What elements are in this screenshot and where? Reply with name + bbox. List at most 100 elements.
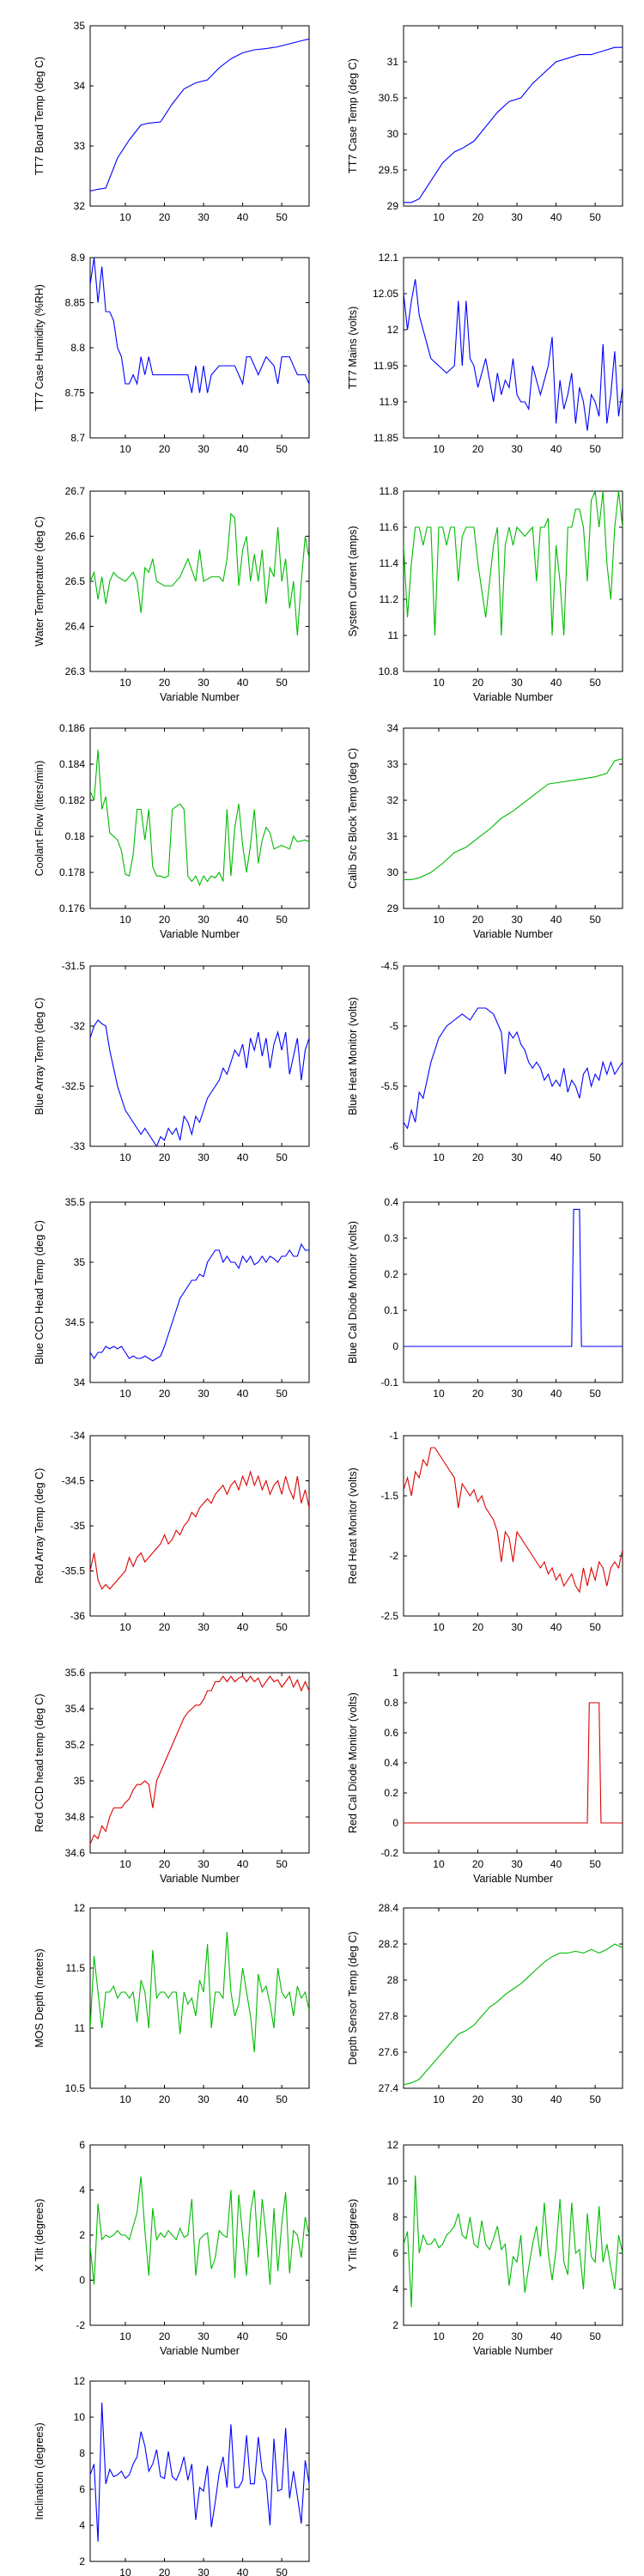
chart-panel-6: 10 20 30 40 50 0.176 0.178 0.18 0.182 0.184 0.186 V… [33, 722, 310, 940]
y-tick-label: 0.4 [384, 1757, 398, 1769]
plot-frame [89, 257, 310, 439]
y-tick-label: 0.184 [59, 758, 85, 770]
chart-panel-9: 10 20 30 40 50 -6 -5.5 -5 -4.5 Blue Heat Monitor … [347, 960, 623, 1163]
x-tick-label: 30 [511, 1621, 523, 1633]
y-tick-label: 10 [387, 2175, 399, 2187]
x-axis-label: Variable Number [473, 1873, 553, 1885]
plot-frame [403, 2144, 623, 2326]
plot-frame [403, 25, 623, 207]
y-tick-label: 29.5 [379, 164, 399, 176]
x-tick-label: 20 [472, 1151, 484, 1163]
series-line [90, 1242, 309, 1362]
chart-panel-18: 10 20 30 40 50 -2 0 2 4 6 Variable Number X Tilt (d… [33, 2139, 310, 2357]
y-axis-label: Water Temperature (deg C) [33, 516, 46, 646]
y-tick-label: 0.186 [59, 722, 85, 734]
y-axis-label: Red CCD head temp (deg C) [33, 1693, 46, 1832]
y-tick-label: 8.9 [70, 252, 85, 264]
y-tick-label: 35 [74, 1256, 86, 1268]
y-tick-label: 0.6 [384, 1727, 398, 1739]
y-tick-label: 10 [74, 2411, 86, 2423]
y-tick-label: 0.1 [384, 1304, 398, 1316]
y-tick-label: 34 [387, 722, 399, 734]
y-tick-label: 12 [74, 1902, 86, 1914]
y-tick-label: 26.4 [65, 621, 86, 633]
y-tick-label: 8 [392, 2211, 398, 2223]
y-tick-label: 10.5 [65, 2082, 86, 2094]
x-tick-label: 10 [433, 1388, 445, 1400]
y-tick-label: 34.8 [65, 1811, 86, 1823]
series-line [90, 2176, 309, 2285]
plot-frame [89, 2380, 310, 2562]
y-tick-label: 34 [74, 80, 86, 92]
x-tick-label: 50 [589, 914, 601, 926]
y-tick-label: -35.5 [62, 1565, 86, 1577]
y-tick-label: 35.6 [65, 1667, 86, 1679]
x-tick-label: 10 [433, 2093, 445, 2105]
y-tick-label: 0.8 [384, 1697, 398, 1709]
x-tick-label: 20 [159, 914, 171, 926]
y-tick-label: 1 [392, 1667, 398, 1679]
y-tick-label: 4 [79, 2184, 85, 2196]
x-tick-label: 10 [119, 2093, 131, 2105]
x-tick-label: 30 [197, 2093, 210, 2105]
x-tick-label: 10 [119, 1621, 131, 1633]
y-tick-label: 6 [79, 2139, 85, 2151]
x-tick-label: 40 [550, 1621, 562, 1633]
y-tick-label: 6 [392, 2247, 398, 2259]
chart-panel-1: 10 20 30 40 50 29 29.5 30 30.5 31 TT7 Case Temp (d… [347, 25, 623, 223]
y-tick-label: -35 [70, 1520, 86, 1532]
y-tick-label: 30 [387, 866, 399, 878]
y-tick-label: 0.4 [384, 1196, 398, 1208]
x-tick-label: 30 [197, 1621, 210, 1633]
y-axis-label: TT7 Case Humidity (%RH) [33, 284, 46, 411]
x-axis-label: Variable Number [160, 1873, 240, 1885]
x-tick-label: 20 [159, 2330, 171, 2342]
x-tick-label: 50 [589, 2093, 601, 2105]
x-tick-label: 30 [197, 914, 210, 926]
series-line [404, 1447, 623, 1594]
series-line [404, 1702, 623, 1824]
x-tick-label: 40 [237, 914, 249, 926]
y-tick-label: 10.8 [379, 665, 399, 677]
y-axis-label: Blue Heat Monitor (volts) [347, 997, 359, 1115]
plot-frame [89, 1435, 310, 1617]
chart-panel-0: 10 20 30 40 50 32 33 34 35 TT7 Board Temp (deg C) [33, 20, 310, 223]
x-tick-label: 10 [119, 1858, 131, 1870]
x-tick-label: 10 [119, 2330, 131, 2342]
y-axis-label: Coolant Flow (liters/min) [33, 761, 46, 877]
chart-panel-11: 10 20 30 40 50 -0.1 0 0.1 0.2 0.3 0.4 Blue Cal Diod… [347, 1196, 623, 1400]
x-tick-label: 10 [433, 914, 445, 926]
y-axis-label: Blue Array Temp (deg C) [33, 998, 46, 1115]
x-tick-label: 50 [589, 677, 601, 689]
chart-panel-19: 10 20 30 40 50 2 4 6 8 10 12 Variable Number Y Tilt … [347, 2139, 623, 2357]
y-tick-label: 11.9 [380, 396, 399, 408]
y-tick-label: 0.2 [384, 1787, 398, 1799]
y-tick-label: 26.6 [65, 531, 86, 543]
plot-frame [89, 1672, 310, 1854]
x-tick-label: 40 [237, 1621, 249, 1633]
x-tick-label: 40 [550, 1388, 562, 1400]
plot-frame [403, 1435, 623, 1617]
y-tick-label: -5 [389, 1020, 398, 1032]
y-tick-label: 0.182 [59, 794, 85, 806]
x-tick-label: 30 [511, 443, 523, 455]
x-axis-label: Variable Number [473, 691, 553, 703]
y-tick-label: 34 [74, 1376, 86, 1388]
x-tick-label: 50 [276, 443, 288, 455]
y-tick-label: 35 [74, 1775, 86, 1787]
x-tick-label: 30 [197, 1858, 210, 1870]
y-tick-label: 27.8 [379, 2010, 399, 2022]
x-axis-label: Variable Number [473, 2345, 553, 2357]
y-tick-label: 12 [387, 2139, 399, 2151]
x-tick-label: 40 [237, 443, 249, 455]
x-tick-label: 10 [433, 1151, 445, 1163]
x-tick-label: 30 [511, 2093, 523, 2105]
y-tick-label: 26.7 [65, 485, 86, 497]
y-axis-label: Calib Src Block Temp (deg C) [347, 748, 359, 889]
x-tick-label: 50 [276, 1388, 288, 1400]
y-tick-label: -5.5 [380, 1080, 398, 1092]
x-tick-label: 20 [472, 1858, 484, 1870]
y-tick-label: 28.4 [379, 1902, 399, 1914]
chart-panel-13: 10 20 30 40 50 -2.5 -2 -1.5 -1 Red Heat Monitor (… [347, 1430, 623, 1633]
